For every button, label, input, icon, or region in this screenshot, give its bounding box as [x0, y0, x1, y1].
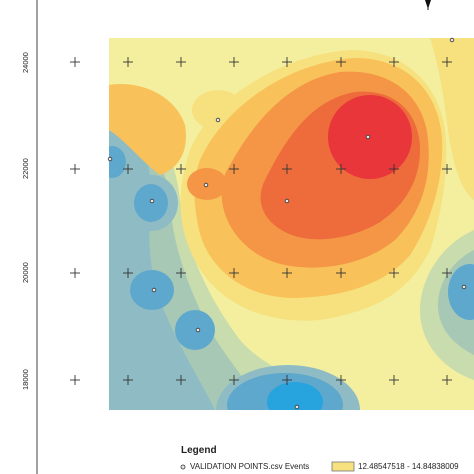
crosshair-icon-9: [70, 164, 80, 174]
point-marker-icon-8[interactable]: [151, 287, 157, 293]
legend-title: Legend: [181, 445, 217, 456]
point-marker-icon-4[interactable]: [107, 156, 113, 162]
point-marker-icon-6[interactable]: [149, 198, 155, 204]
crosshair-icon-27: [176, 375, 186, 385]
north-arrow-icon: [425, 0, 431, 10]
y-tick-label-22000: 22000: [21, 158, 30, 180]
point-marker-icon-11[interactable]: [294, 404, 300, 410]
crosshair-icon-16: [442, 164, 452, 174]
crosshair-icon-18: [123, 268, 133, 278]
crosshair-icon-29: [282, 375, 292, 385]
crosshair-icon-6: [336, 57, 346, 67]
legend-class-swatch: [331, 461, 355, 472]
zone-blue-mid: [134, 184, 168, 222]
crosshair-icon-23: [389, 268, 399, 278]
crosshair-icon-10: [123, 164, 133, 174]
point-marker-icon-10[interactable]: [195, 327, 201, 333]
crosshair-icon-12: [229, 164, 239, 174]
zone-blue-lowest: [175, 310, 215, 350]
zone-blue-west-top: [109, 146, 126, 178]
crosshair-icon-30: [336, 375, 346, 385]
y-tick-label-20000: 20000: [21, 262, 30, 284]
crosshair-icon-8: [442, 57, 452, 67]
interpolation-surface: [109, 38, 474, 410]
legend-entry-class-range: 12.48547518 - 14.84838009: [358, 462, 459, 471]
point-marker-icon-1[interactable]: [449, 37, 455, 43]
crosshair-icon-3: [176, 57, 186, 67]
crosshair-icon-20: [229, 268, 239, 278]
zone-bright-blue-south: [267, 382, 323, 410]
zone-light-orange-nw: [109, 84, 186, 175]
crosshair-icon-5: [282, 57, 292, 67]
crosshair-icon-28: [229, 375, 239, 385]
legend-point-symbol: [180, 464, 186, 470]
crosshair-icon-14: [336, 164, 346, 174]
zone-blue-east: [448, 264, 474, 320]
crosshair-icon-19: [176, 268, 186, 278]
legend-entry-validation-points: VALIDATION POINTS.csv Events: [190, 462, 310, 471]
crosshair-icon-32: [442, 375, 452, 385]
crosshair-icon-1: [70, 57, 80, 67]
y-tick-label-18000: 18000: [21, 369, 30, 391]
crosshair-icon-15: [389, 164, 399, 174]
crosshair-icon-4: [229, 57, 239, 67]
point-marker-icon-2[interactable]: [215, 117, 221, 123]
point-marker-icon-3[interactable]: [365, 134, 371, 140]
crosshair-icon-31: [389, 375, 399, 385]
crosshair-icon-7: [389, 57, 399, 67]
y-tick-label-24000: 24000: [21, 52, 30, 74]
crosshair-icon-17: [70, 268, 80, 278]
point-marker-icon-5[interactable]: [203, 182, 209, 188]
point-marker-icon-9[interactable]: [461, 284, 467, 290]
crosshair-icon-13: [282, 164, 292, 174]
zone-yellow-ne: [430, 38, 474, 200]
crosshair-icon-26: [123, 375, 133, 385]
crosshair-icon-24: [442, 268, 452, 278]
graticule: [70, 57, 452, 385]
validation-points: [107, 37, 467, 410]
crosshair-icon-21: [282, 268, 292, 278]
crosshair-icon-11: [176, 164, 186, 174]
crosshair-icon-22: [336, 268, 346, 278]
crosshair-icon-2: [123, 57, 133, 67]
point-marker-icon-7[interactable]: [284, 198, 290, 204]
crosshair-icon-25: [70, 375, 80, 385]
